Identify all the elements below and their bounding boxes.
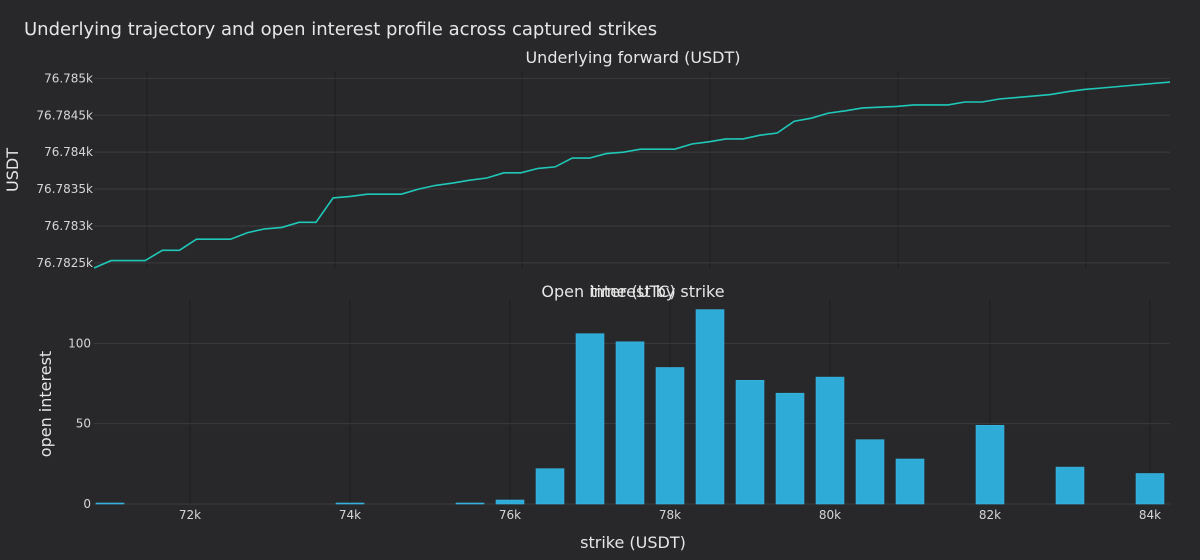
open-interest-bar-panel: 0 50 100 72k 74k 76k 78k 80k 82k 84k Open intere… [36, 282, 1170, 552]
bar-strike-80000 [815, 376, 845, 505]
underlying-forward-line [93, 81, 1171, 269]
bar-strike-78500 [695, 309, 725, 505]
bottom-y-tick-label: 50 [76, 417, 91, 431]
bar-strike-71000 [95, 502, 125, 505]
bottom-x-tick-labels: 72k 74k 76k 78k 80k 82k 84k [179, 508, 1161, 522]
bar-strike-82000 [975, 424, 1005, 505]
bottom-x-tick-label: 72k [179, 508, 201, 522]
top-y-tick-label: 76.7825k [36, 256, 93, 270]
bottom-x-tick-label: 82k [979, 508, 1001, 522]
figure-title: Underlying trajectory and open interest … [24, 19, 657, 40]
bottom-x-tick-label: 80k [819, 508, 841, 522]
bar-strike-77500 [615, 341, 645, 505]
bar-strike-83000 [1055, 466, 1085, 505]
bottom-y-tick-label: 100 [68, 336, 91, 350]
bar-strike-80500 [855, 439, 885, 505]
bottom-panel-title: Open interest by strike [541, 282, 724, 301]
bottom-x-tick-label: 76k [499, 508, 521, 522]
bottom-x-tick-label: 74k [339, 508, 361, 522]
bottom-y-axis-label: open interest [36, 351, 55, 457]
bar-strike-77000 [575, 333, 605, 505]
top-y-tick-labels: 76.7825k 76.783k 76.7835k 76.784k 76.7845k 76… [36, 71, 93, 269]
bar-strike-76500 [535, 468, 565, 505]
top-x-axis-label: time (UTC) [590, 282, 675, 301]
bar-strike-75500 [455, 502, 485, 505]
bar-strike-81000 [895, 458, 925, 505]
top-panel-title: Underlying forward (USDT) [525, 48, 740, 67]
open-interest-bars [95, 309, 1165, 505]
top-y-tick-label: 76.785k [44, 71, 93, 85]
bar-strike-79500 [775, 392, 805, 505]
top-y-tick-label: 76.7835k [36, 182, 93, 196]
bottom-y-tick-label: 0 [83, 497, 91, 511]
bottom-x-axis-label: strike (USDT) [580, 533, 686, 552]
bottom-x-tick-label: 84k [1139, 508, 1161, 522]
bar-strike-79000 [735, 379, 765, 505]
bar-strike-84000 [1135, 473, 1165, 505]
bar-strike-78000 [655, 367, 685, 505]
top-y-axis-label: USDT [3, 148, 22, 192]
top-y-tick-label: 76.784k [44, 145, 93, 159]
top-y-tick-label: 76.7845k [36, 108, 93, 122]
top-y-tick-label: 76.783k [44, 219, 93, 233]
top-vertical-gridlines [146, 71, 1087, 268]
underlying-line-panel: 76.7825k 76.783k 76.7835k 76.784k 76.7845k 76… [3, 48, 1171, 301]
bottom-y-tick-labels: 0 50 100 [68, 336, 91, 511]
top-horizontal-gridlines [94, 77, 1170, 264]
bottom-x-tick-label: 78k [659, 508, 681, 522]
bar-strike-76000 [495, 499, 525, 505]
bar-strike-74000 [335, 502, 365, 505]
